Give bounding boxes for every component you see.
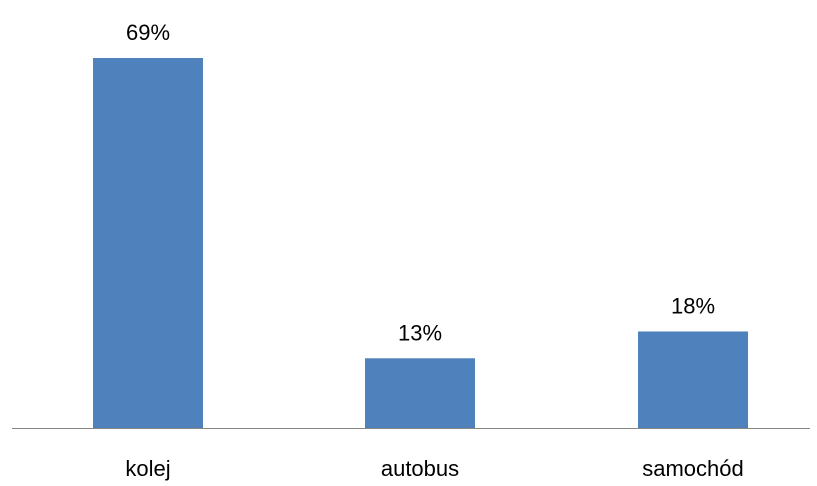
- bars-layer: [93, 58, 748, 428]
- category-label-0: kolej: [125, 456, 170, 481]
- category-label-2: samochód: [642, 456, 744, 481]
- bar-2: [638, 331, 748, 428]
- category-label-1: autobus: [381, 456, 459, 481]
- bar-1: [365, 358, 475, 428]
- value-label-2: 18%: [671, 293, 715, 318]
- category-labels-layer: kolej autobus samochód: [125, 456, 743, 481]
- value-labels-layer: 69% 13% 18%: [126, 20, 715, 345]
- bar-0: [93, 58, 203, 428]
- value-label-0: 69%: [126, 20, 170, 45]
- value-label-1: 13%: [398, 320, 442, 345]
